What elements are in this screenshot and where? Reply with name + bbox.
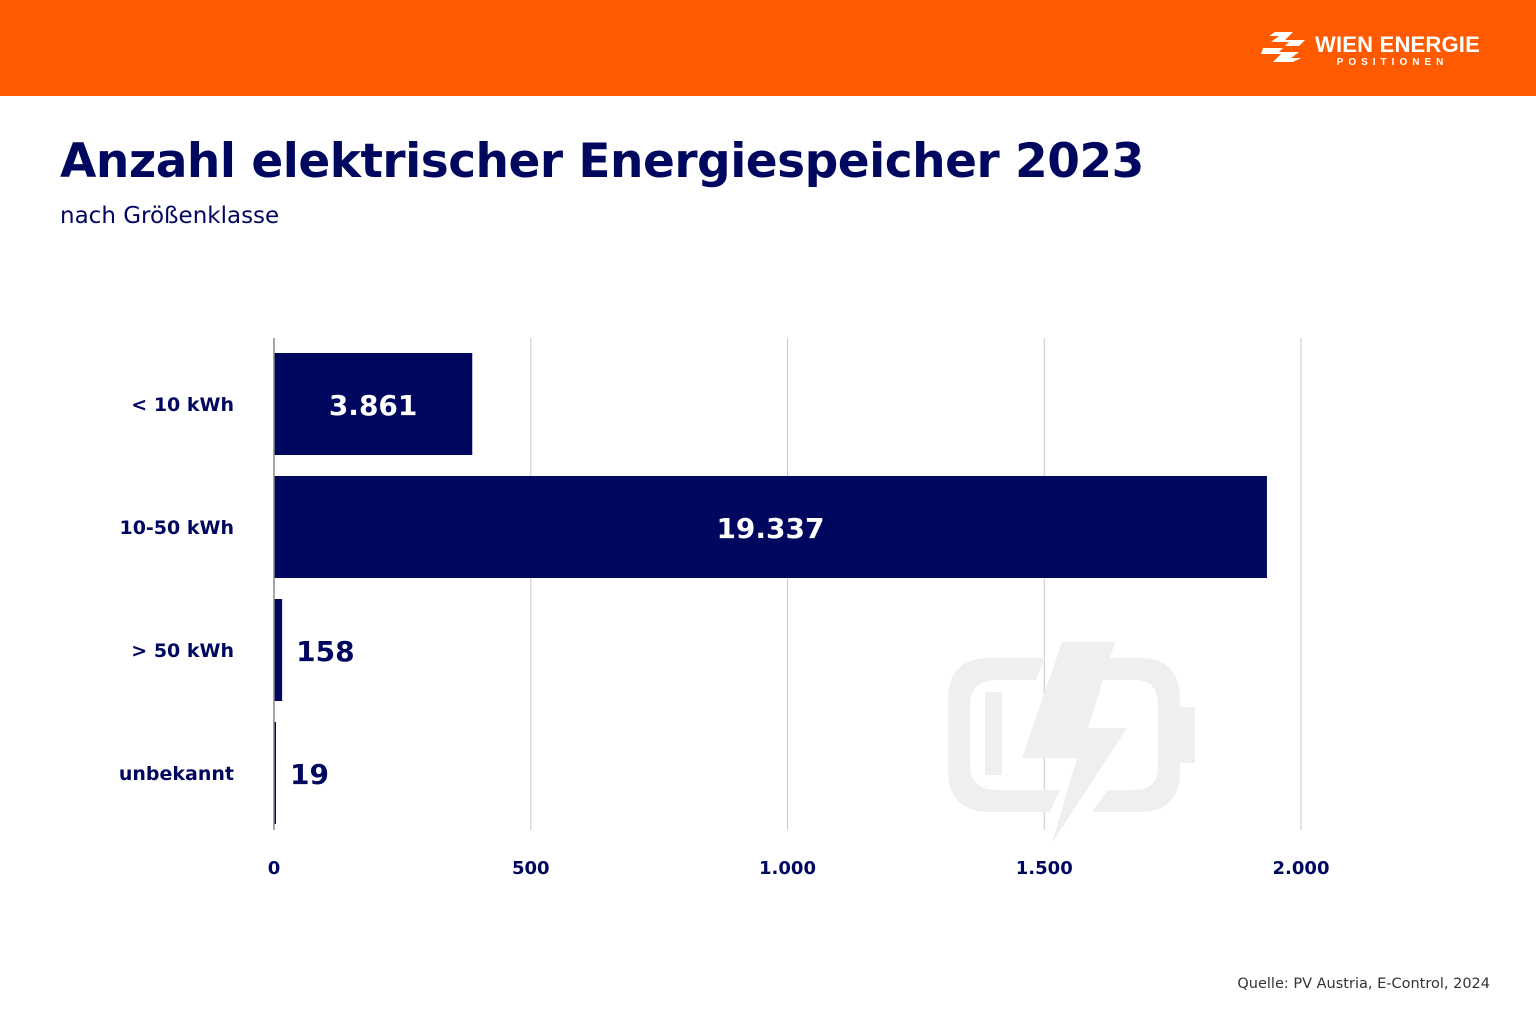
category-label: < 10 kWh xyxy=(131,394,234,416)
bar xyxy=(274,722,276,824)
source-note: Quelle: PV Austria, E-Control, 2024 xyxy=(1237,976,1490,992)
logo-tagline: POSITIONEN xyxy=(1336,57,1449,68)
category-label: 10-50 kWh xyxy=(119,517,234,539)
data-label: 19.337 xyxy=(716,512,824,545)
battery-charging-icon xyxy=(948,642,1195,843)
x-tick-label: 500 xyxy=(512,858,550,879)
bar xyxy=(274,353,473,455)
x-tick-label: 0 xyxy=(268,858,281,879)
data-label: 19 xyxy=(290,758,329,791)
chart-subtitle: nach Größenklasse xyxy=(60,203,280,229)
category-label: unbekannt xyxy=(119,763,234,785)
wien-energie-logo: WIEN ENERGIE POSITIONEN xyxy=(1261,32,1480,68)
bar xyxy=(274,599,283,701)
logo-name: WIEN ENERGIE xyxy=(1315,32,1480,57)
chart-title: Anzahl elektrischer Energiespeicher 2023 xyxy=(60,134,1144,189)
x-tick-label: 1.000 xyxy=(759,858,816,879)
logo-star-icon xyxy=(1261,32,1306,62)
category-label: > 50 kWh xyxy=(131,640,234,662)
data-label: 3.861 xyxy=(329,389,418,422)
bar xyxy=(274,476,1267,578)
data-label: 158 xyxy=(296,635,354,668)
header-bar: WIEN ENERGIE POSITIONEN xyxy=(0,0,1536,96)
x-tick-label: 2.000 xyxy=(1273,858,1330,879)
x-tick-label: 1.500 xyxy=(1016,858,1073,879)
